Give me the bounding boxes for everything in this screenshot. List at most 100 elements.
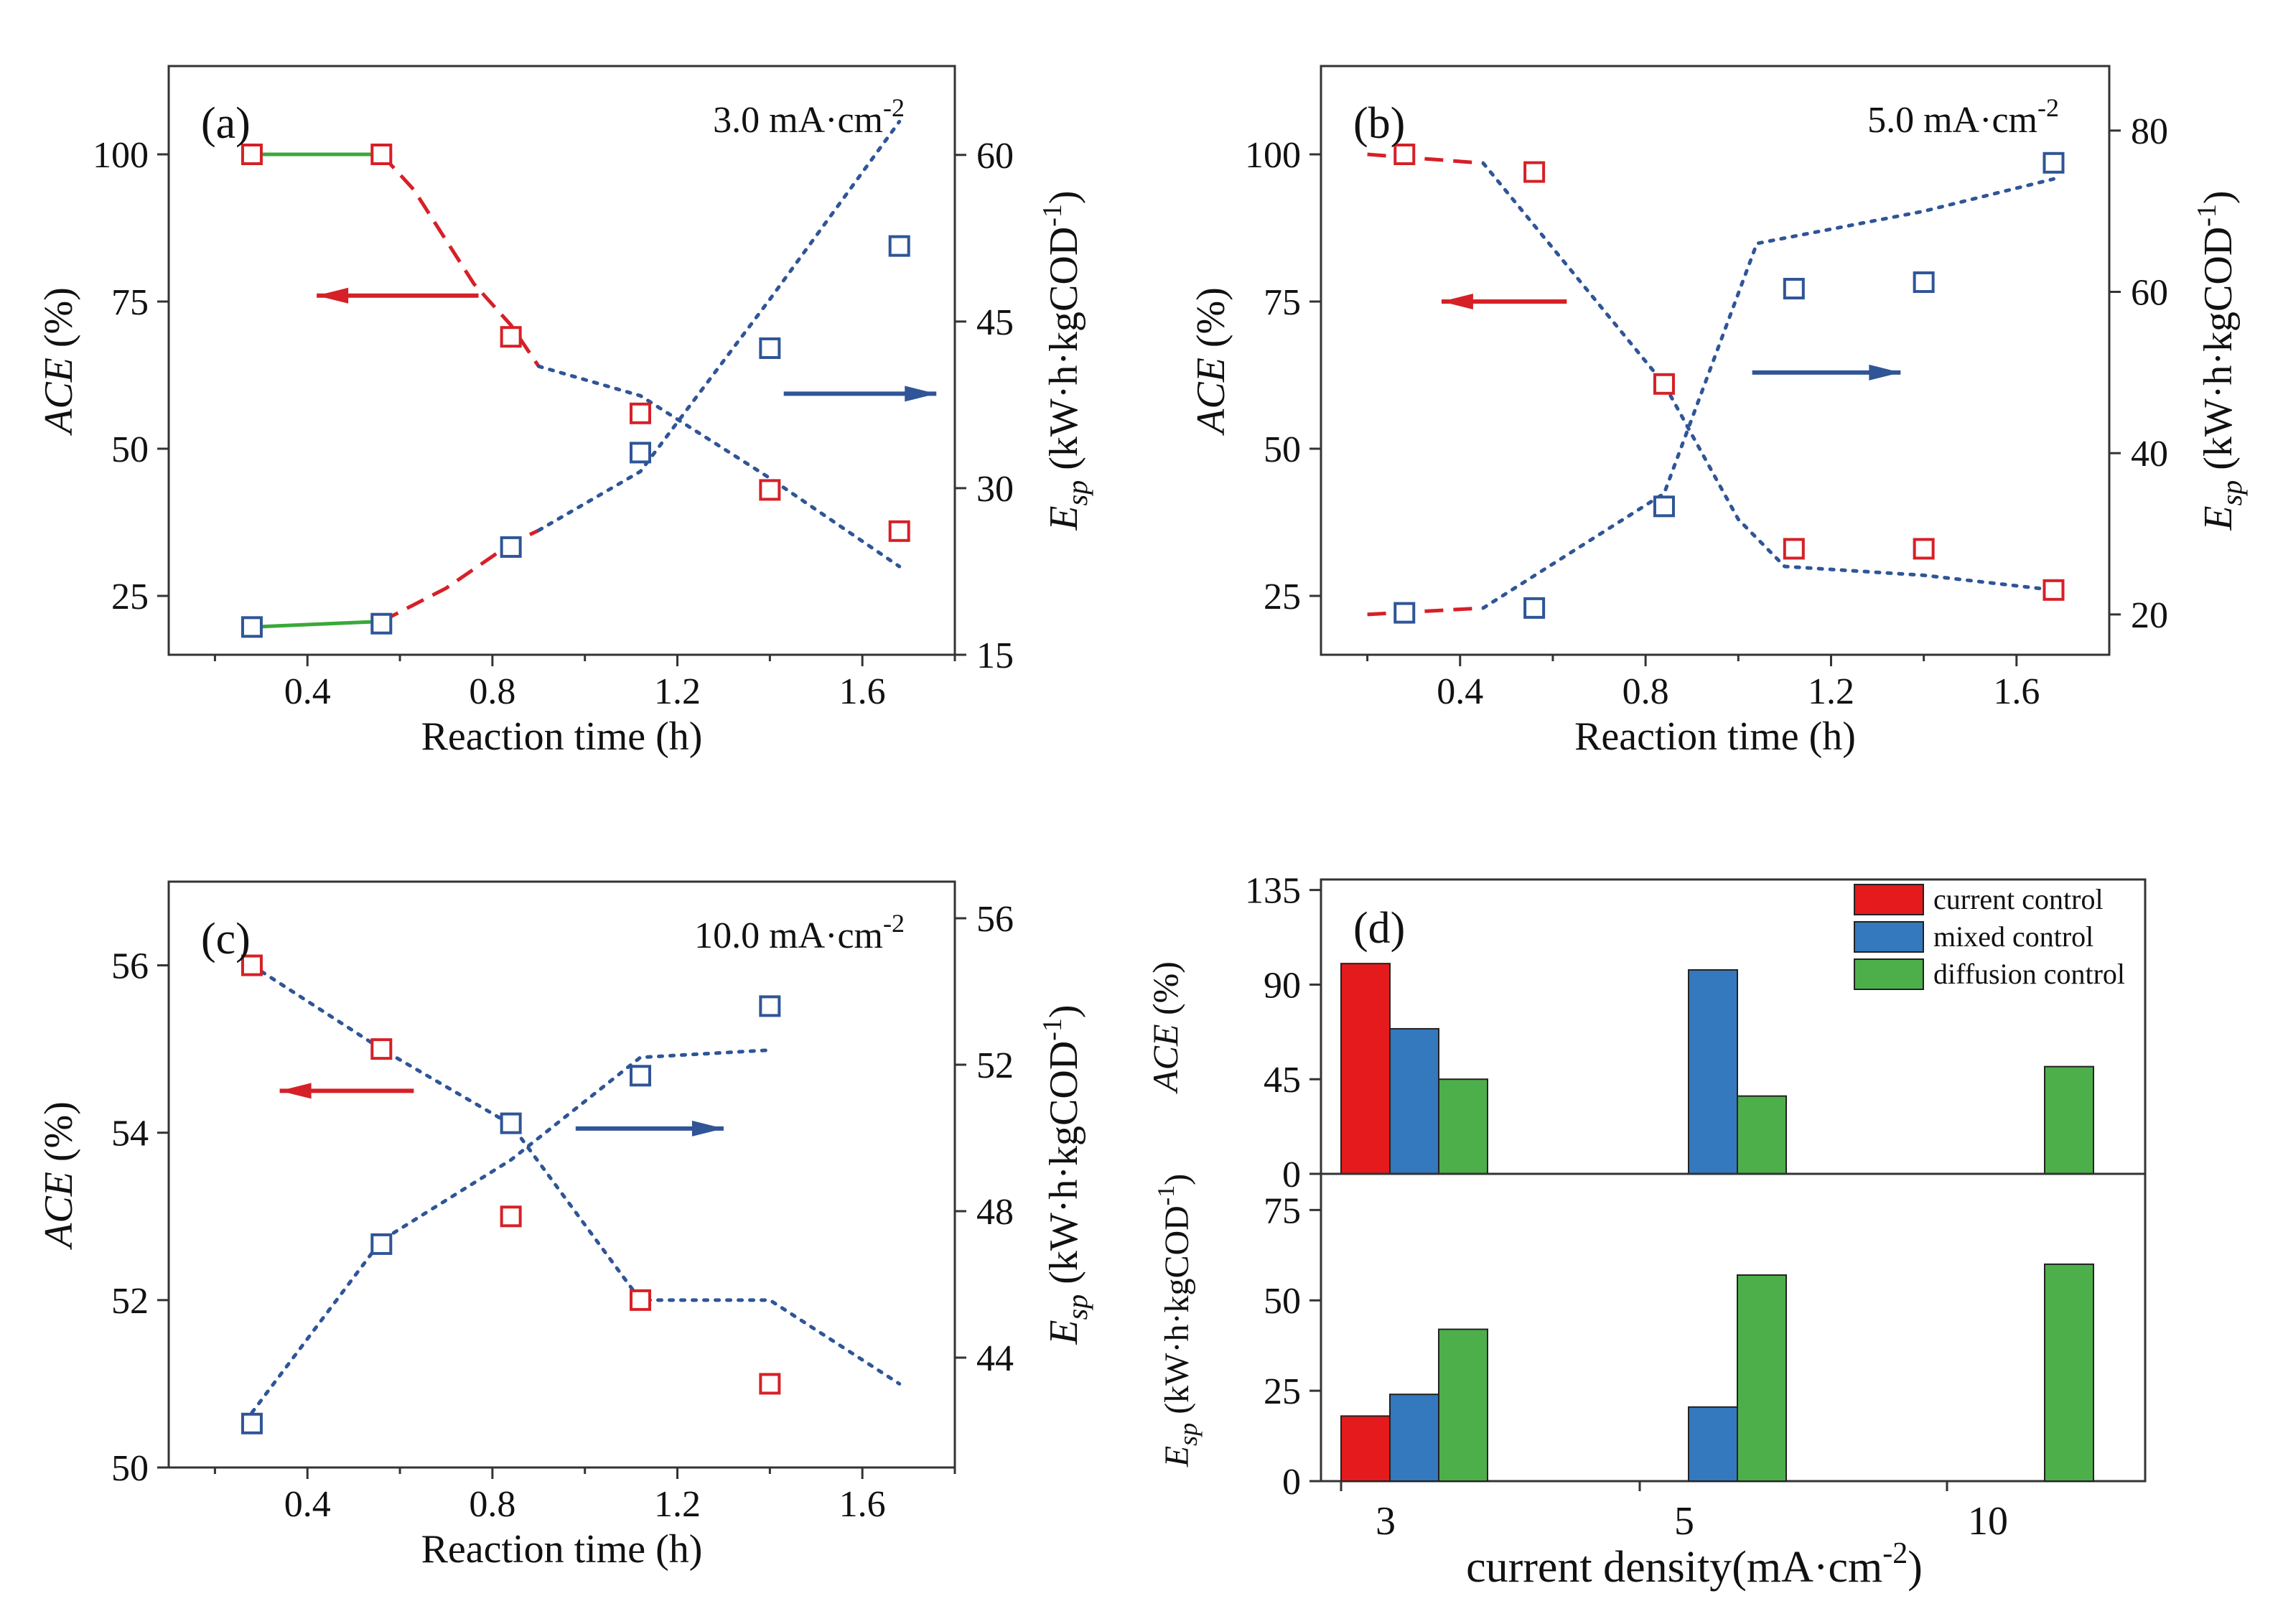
- direction-arrow-head: [905, 386, 937, 402]
- y-tick-label: 54: [111, 1114, 149, 1154]
- legend-swatch: [1854, 884, 1924, 915]
- y2-axis-label-symbol: E: [2196, 505, 2241, 531]
- x-tick-label: 1.6: [1993, 671, 2040, 712]
- y-axis-label-symbol: ACE: [37, 358, 81, 437]
- y-axis-label-unit: (%): [37, 287, 81, 358]
- fit-line-dot: [1481, 177, 2055, 610]
- data-point-esp: [630, 1065, 651, 1087]
- x-tick-label: 1.2: [654, 671, 701, 712]
- y2-tick-label: 52: [976, 1045, 1014, 1086]
- y2-axis-label: Esp (kW·h·kgCOD-1): [1037, 190, 1093, 531]
- x-axis-label-superscript: -2: [1882, 1537, 1908, 1570]
- data-point-ace: [241, 144, 263, 165]
- y2-axis-label-close: ): [2196, 190, 2241, 204]
- direction-arrow-head: [1441, 294, 1473, 309]
- direction-arrow-head: [279, 1083, 312, 1099]
- y-tick-label: 25: [1264, 577, 1301, 617]
- data-point-ace: [1653, 373, 1675, 395]
- ace-bar-current-control: [1340, 963, 1391, 1175]
- esp-bar-mixed-control: [1688, 1406, 1738, 1483]
- fit-line-dash: [380, 528, 540, 623]
- ace-y-tick-label: 135: [1245, 871, 1301, 912]
- ace-bar-diffusion-control: [2044, 1065, 2094, 1175]
- data-point-esp: [630, 442, 651, 464]
- y2-axis-label-superscript: -1: [2192, 204, 2222, 227]
- data-point-ace: [2042, 579, 2065, 601]
- direction-arrow-head: [1869, 364, 1901, 381]
- y2-axis-label-superscript: -1: [1037, 1018, 1068, 1041]
- data-point-ace: [759, 479, 781, 501]
- data-point-ace: [1783, 538, 1805, 560]
- data-point-ace: [500, 1205, 522, 1228]
- data-point-esp: [759, 337, 781, 359]
- legend-entry: mixed control: [1933, 920, 2093, 953]
- y2-axis-label-unit: (kW·h·kgCOD: [2196, 227, 2241, 480]
- y-axis-label: ACE (%): [1189, 287, 1233, 437]
- y2-axis-label-unit: (kW·h·kgCOD: [1042, 227, 1086, 480]
- x-tick-label: 1.2: [1808, 671, 1854, 712]
- y-tick-label: 100: [1245, 135, 1301, 176]
- x-tick-label: 1.6: [839, 671, 886, 712]
- y2-axis-label-symbol: E: [1042, 1320, 1086, 1345]
- data-point-ace: [241, 954, 263, 976]
- fit-line-dash: [1367, 606, 1484, 617]
- current-density-annotation: 10.0 mA·cm-2: [694, 909, 905, 956]
- y-axis-label: ACE (%): [37, 287, 81, 437]
- x-tick-label: 1.6: [839, 1484, 886, 1525]
- panel-b: 0.4 0.8 1.2 1.6 25 50 75 100 20 40 60 80 (b) 5.0 mA·c…: [1189, 65, 2248, 759]
- y2-tick-label: 60: [2131, 273, 2168, 314]
- y2-tick-label: 44: [976, 1338, 1014, 1379]
- bottom-y-axis-label-subscript: sp: [1174, 1423, 1203, 1446]
- esp-bar-mixed-control: [1389, 1394, 1439, 1483]
- y2-axis-label-close: ): [1042, 190, 1086, 204]
- annotation-superscript: -2: [2037, 93, 2059, 122]
- y-tick-label: 50: [111, 1448, 149, 1489]
- y2-axis-label-unit: (kW·h·kgCOD: [1042, 1041, 1086, 1294]
- x-tick-label: 10: [1968, 1499, 2008, 1544]
- data-point-esp: [759, 995, 781, 1017]
- data-point-ace: [630, 402, 651, 424]
- y-axis-label-symbol: ACE: [1189, 358, 1233, 437]
- ace-bar-mixed-control: [1389, 1027, 1439, 1175]
- top-y-axis-label: ACE (%): [1145, 961, 1185, 1094]
- direction-arrow-head: [691, 1120, 724, 1137]
- esp-y-tick-label: 50: [1264, 1281, 1301, 1322]
- plot-frame: [1320, 65, 2111, 656]
- y-tick-label: 50: [111, 429, 149, 470]
- panel-label: (d): [1353, 904, 1405, 953]
- data-point-esp: [500, 1112, 522, 1134]
- data-point-esp: [241, 1412, 263, 1434]
- panel-c: 0.4 0.8 1.2 1.6 50 52 54 56 44 48 52 56 (c) 10.0 mA·c…: [37, 880, 1093, 1572]
- panel-label: (c): [201, 915, 251, 963]
- fit-line-solid: [251, 620, 382, 629]
- x-axis-label-close: ): [1908, 1543, 1923, 1592]
- ace-bar-diffusion-control: [1737, 1095, 1787, 1175]
- y2-axis-label: Esp (kW·h·kgCOD-1): [2192, 190, 2248, 531]
- x-axis-label: current density(mA·cm-2): [1466, 1537, 1923, 1592]
- y-tick-label: 75: [1264, 282, 1301, 323]
- data-point-ace: [370, 144, 393, 165]
- current-density-annotation: 3.0 mA·cm-2: [713, 93, 905, 141]
- ace-y-tick-label: 0: [1282, 1154, 1301, 1195]
- y-tick-label: 25: [111, 577, 149, 617]
- fit-line-dot: [250, 1048, 772, 1414]
- top-y-axis-label-unit: (%): [1145, 961, 1185, 1024]
- esp-y-tick-label: 75: [1264, 1190, 1301, 1231]
- y2-axis-label-subscript: sp: [1061, 480, 1093, 506]
- y2-tick-label: 20: [2131, 595, 2168, 636]
- top-y-axis-label-symbol: ACE: [1145, 1025, 1185, 1094]
- x-tick-label: 0.4: [284, 671, 331, 712]
- data-point-esp: [241, 616, 263, 638]
- y-axis-label-unit: (%): [1189, 287, 1233, 358]
- fit-line-dot: [536, 119, 902, 533]
- legend-entry: diffusion control: [1933, 958, 2125, 990]
- x-tick-label: 3: [1376, 1499, 1396, 1544]
- data-point-ace: [1393, 144, 1416, 165]
- y2-tick-label: 80: [2131, 111, 2168, 152]
- y2-axis-label: Esp (kW·h·kgCOD-1): [1037, 1004, 1093, 1345]
- ace-y-tick-label: 45: [1264, 1060, 1301, 1101]
- panel-a: 0.4 0.8 1.2 1.6 25 50 75 100 15 30 45 60 (a) 3.0 mA·c…: [37, 65, 1093, 759]
- fit-line-dot: [250, 963, 902, 1386]
- legend-swatch: [1854, 921, 1924, 953]
